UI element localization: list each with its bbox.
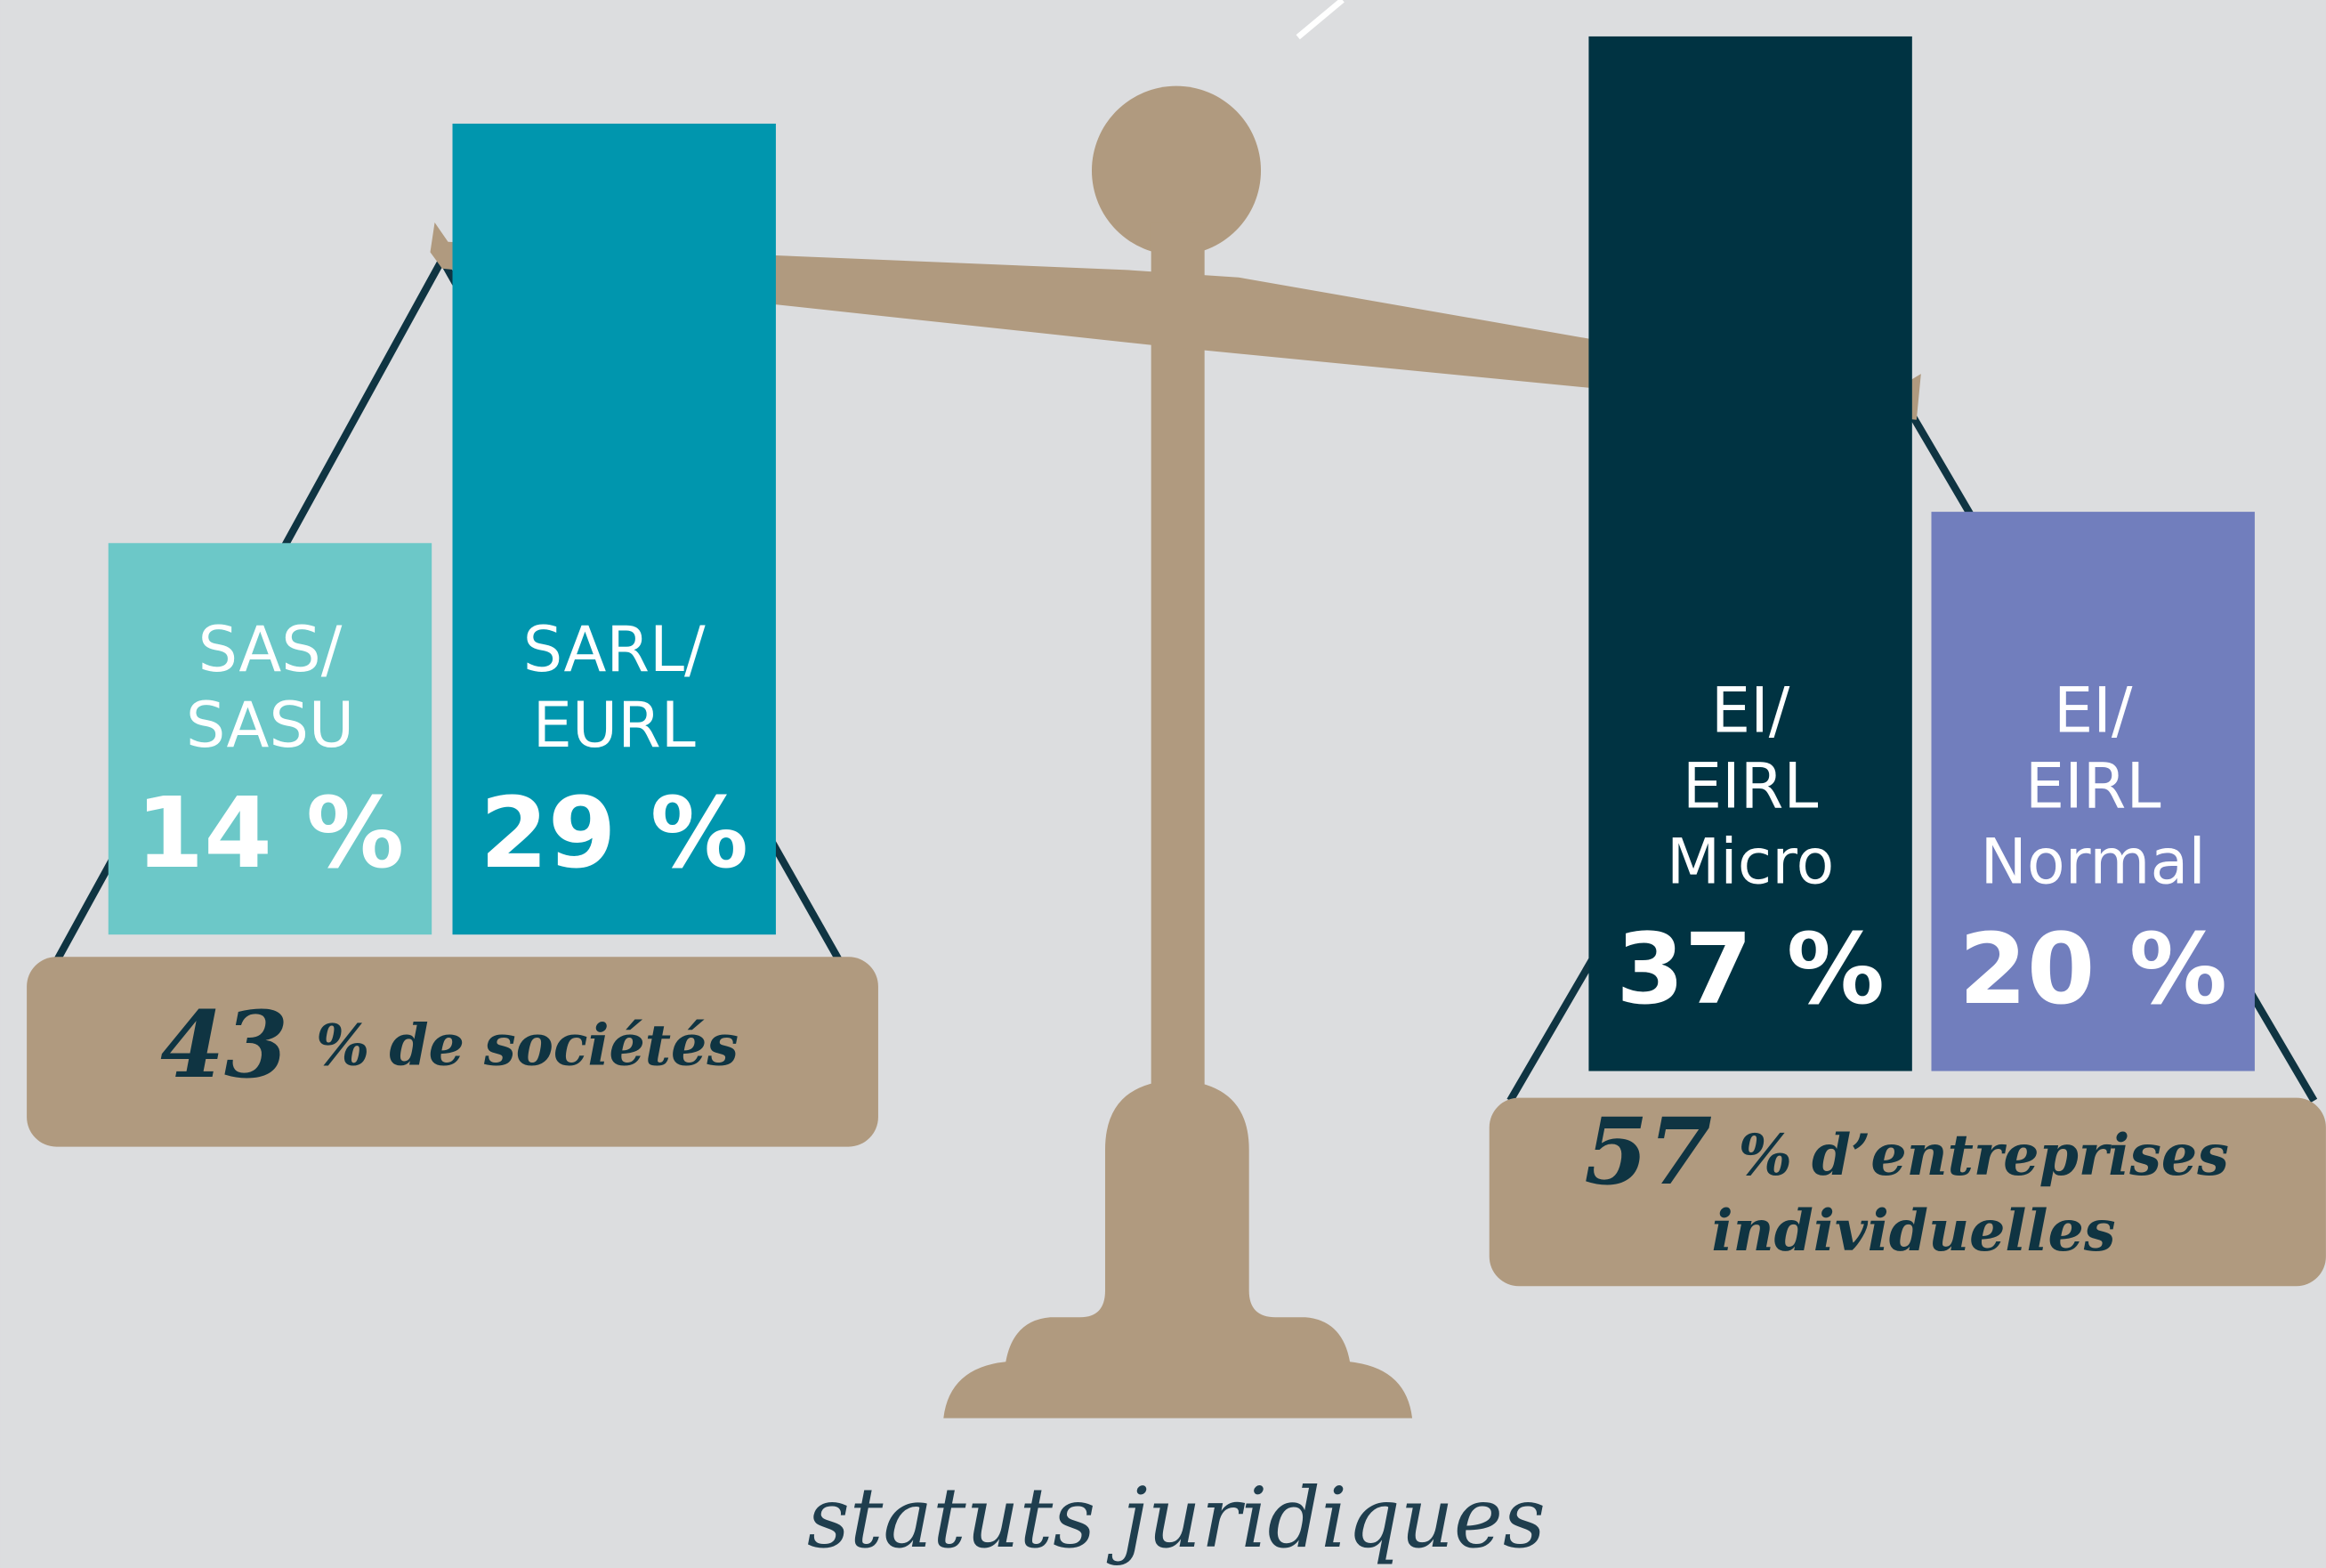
- bar: [108, 543, 432, 935]
- bar-label: SARL/: [523, 613, 706, 686]
- bar-label: EI/: [2054, 675, 2133, 748]
- bar-label: EIRL: [2025, 750, 2161, 823]
- bar-label: SAS/: [198, 613, 343, 686]
- bars: 14 % SAS/SASU 29 % SARL/EURL 43 % de sociétés…: [108, 36, 2255, 1264]
- bar-label: EURL: [533, 689, 696, 762]
- value-label: 29 %: [480, 776, 748, 890]
- scale-base: [943, 1079, 1413, 1418]
- bar: [452, 123, 776, 935]
- scale-beam: [430, 222, 1921, 420]
- platform: [1489, 1097, 2326, 1287]
- bar-label: Micro: [1667, 826, 1834, 899]
- value-label: 37 %: [1616, 912, 1885, 1026]
- bar: [1931, 512, 2255, 1071]
- bar: [1588, 36, 1912, 1071]
- bar-label: EIRL: [1683, 750, 1819, 823]
- platform: [27, 957, 878, 1147]
- total-text: % de sociétés: [316, 1013, 739, 1079]
- value-label: 14 %: [136, 776, 405, 890]
- bar-label: EI/: [1711, 675, 1790, 748]
- scale: [27, 85, 2326, 1418]
- total-value: 43: [160, 991, 288, 1099]
- total-text: individuelles: [1712, 1198, 2116, 1264]
- scale-knob: [1091, 85, 1262, 255]
- total-value: 57: [1584, 1098, 1712, 1206]
- chart-title: statuts juridiques: [807, 1470, 1546, 1567]
- value-label: 20 %: [1959, 912, 2227, 1026]
- bar-label: SASU: [186, 689, 354, 762]
- scale-post: [1151, 222, 1205, 1113]
- decoration: [1296, 0, 1345, 40]
- bar-label: Normal: [1981, 826, 2206, 899]
- total-text: % d’entreprises: [1739, 1122, 2229, 1188]
